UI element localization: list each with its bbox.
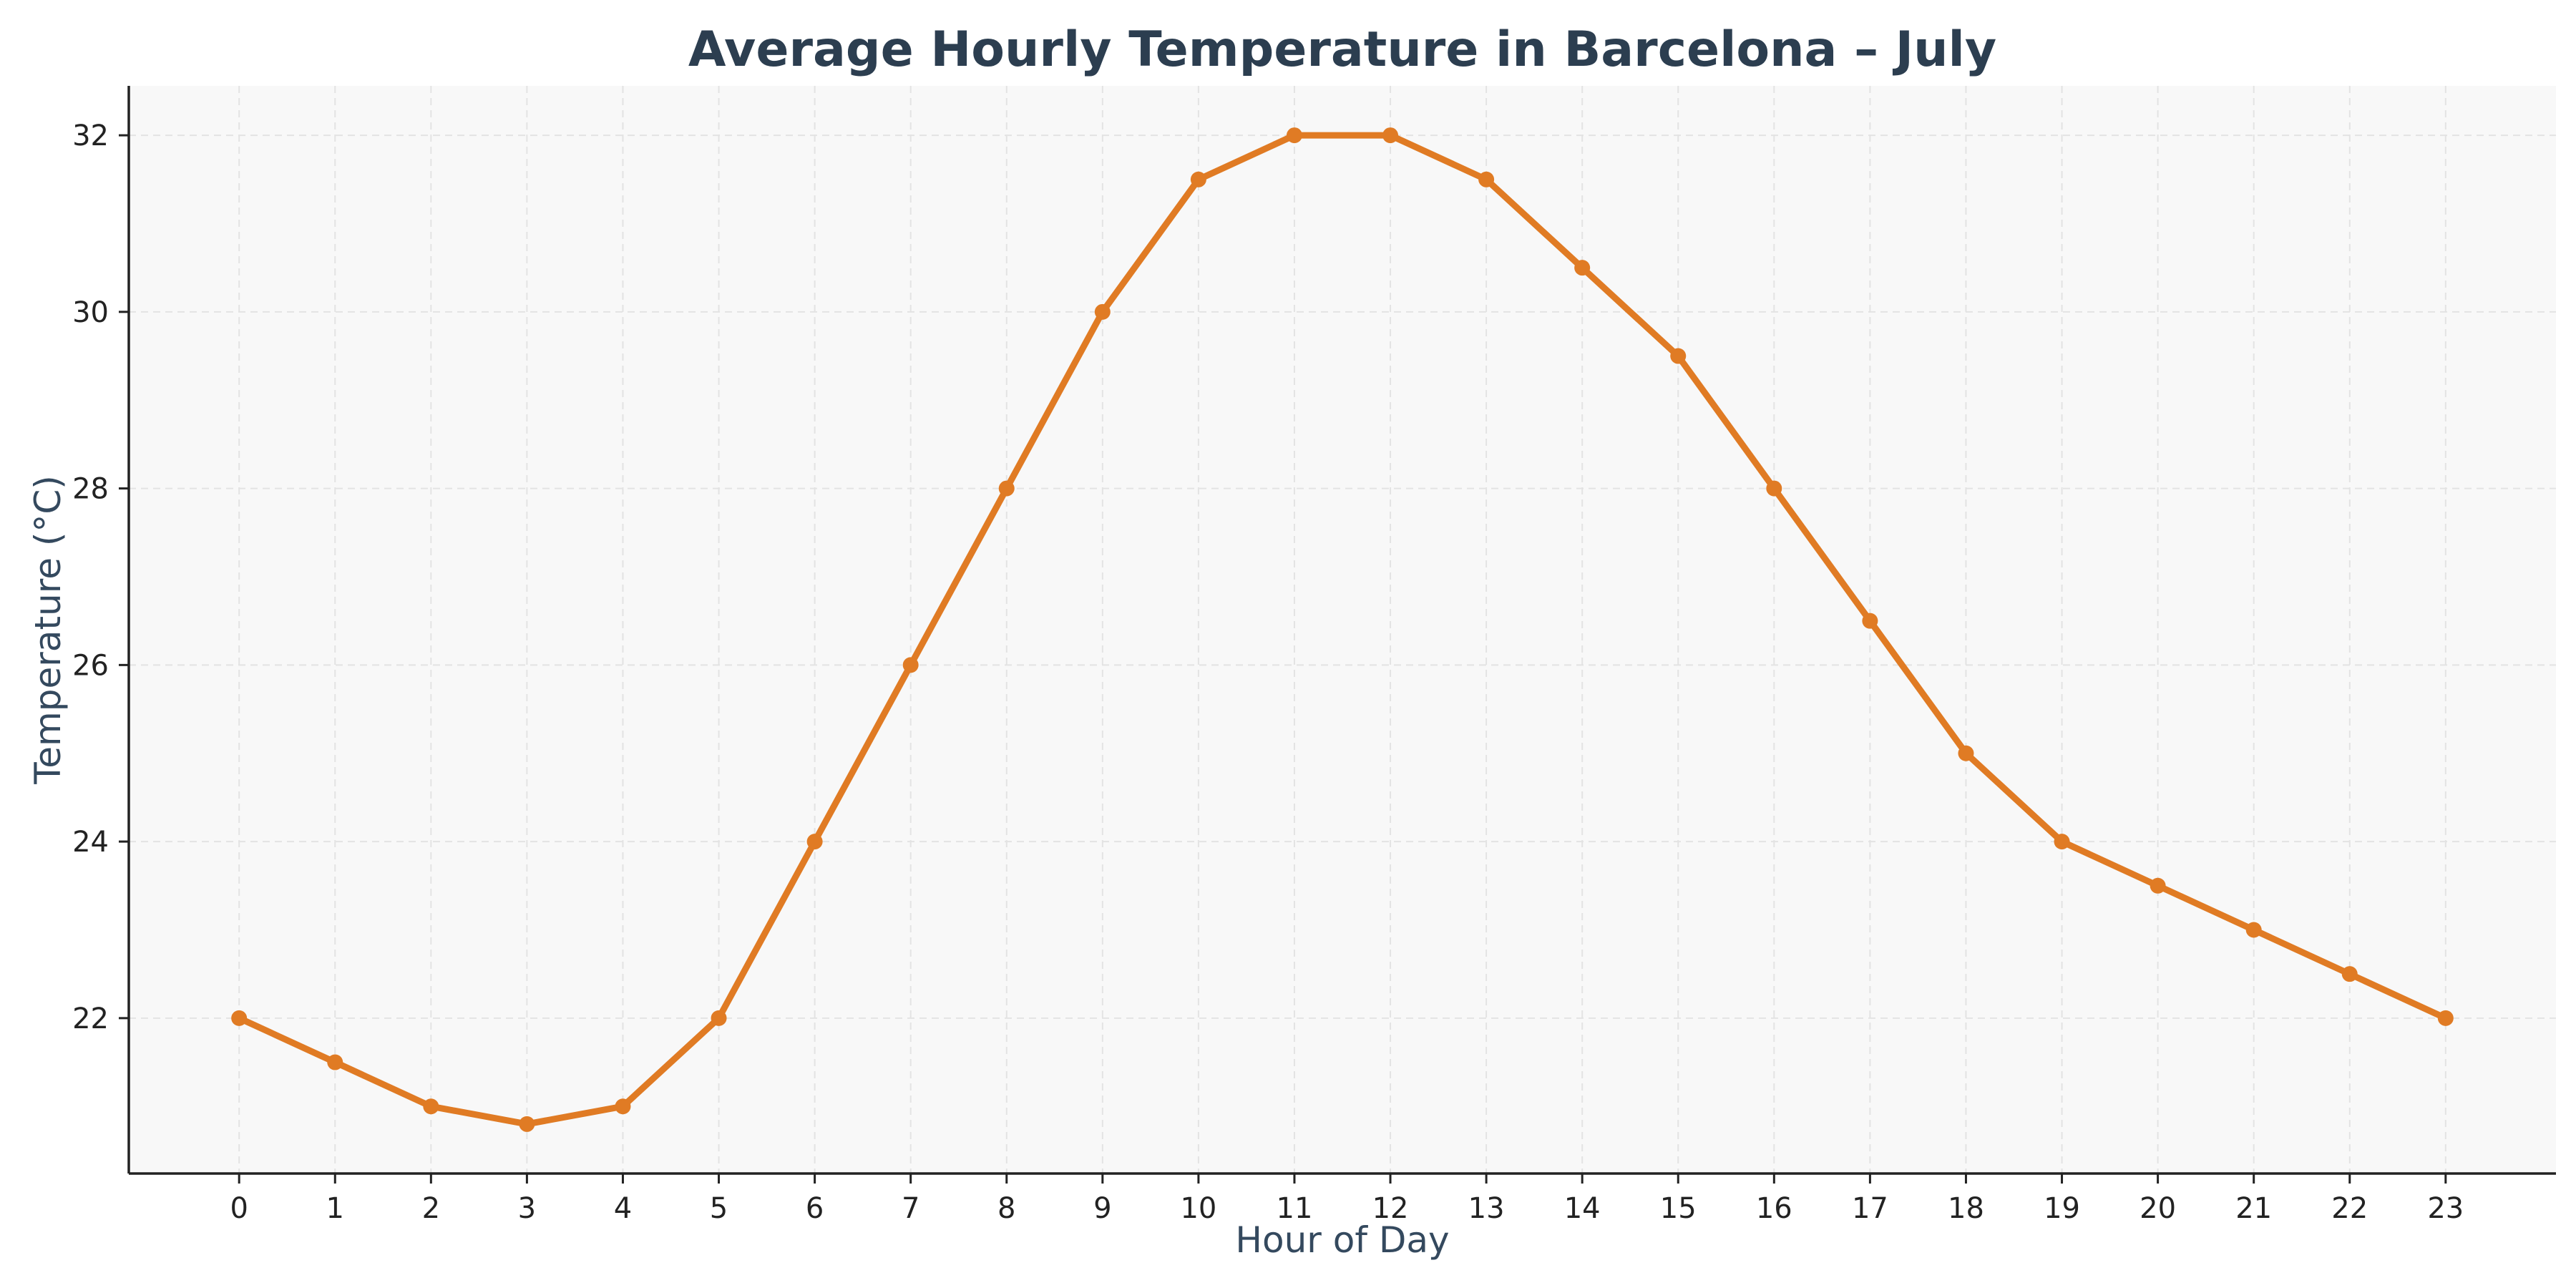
x-tick-label: 3 — [518, 1192, 536, 1225]
data-point — [1670, 348, 1687, 364]
x-tick-label: 0 — [230, 1192, 248, 1225]
data-point — [423, 1098, 439, 1115]
y-tick-label: 28 — [72, 473, 109, 506]
data-point — [1094, 303, 1111, 320]
data-point — [2150, 877, 2166, 894]
y-axis-label: Temperature (°C) — [27, 475, 69, 785]
data-point — [1382, 127, 1399, 144]
x-tick-label: 7 — [902, 1192, 919, 1225]
data-point — [1286, 127, 1302, 144]
data-point — [2341, 966, 2358, 982]
x-tick-label: 4 — [614, 1192, 632, 1225]
data-point — [1190, 171, 1206, 187]
y-tick-label: 30 — [72, 296, 109, 329]
series-line — [235, 132, 2449, 1128]
x-tick-label: 18 — [1948, 1192, 1984, 1225]
x-tick-label: 11 — [1277, 1192, 1313, 1225]
data-point — [1766, 480, 1782, 497]
data-point — [902, 657, 919, 673]
data-point — [1478, 171, 1495, 187]
data-point — [231, 1010, 248, 1026]
series — [231, 127, 2454, 1132]
x-tick-label: 8 — [997, 1192, 1015, 1225]
y-tick-label: 24 — [72, 826, 109, 859]
data-point — [711, 1010, 727, 1026]
grid-lines — [129, 86, 2556, 1174]
data-point — [998, 480, 1015, 497]
x-tick-label: 13 — [1468, 1192, 1505, 1225]
y-tick-label: 32 — [72, 119, 109, 152]
x-tick-label: 15 — [1660, 1192, 1697, 1225]
x-tick-label: 12 — [1372, 1192, 1409, 1225]
data-point — [806, 834, 823, 850]
x-tick-label: 21 — [2235, 1192, 2272, 1225]
x-tick-label: 5 — [710, 1192, 728, 1225]
data-point — [2245, 922, 2262, 938]
data-point — [519, 1116, 535, 1132]
plot-background — [129, 86, 2556, 1174]
y-tick-label: 26 — [72, 649, 109, 682]
data-point — [327, 1054, 343, 1070]
data-point — [1574, 260, 1591, 276]
data-point — [1958, 745, 1974, 761]
data-point — [1862, 613, 1878, 629]
y-tick-label: 22 — [72, 1002, 109, 1035]
x-tick-label: 20 — [2140, 1192, 2176, 1225]
x-tick-label: 6 — [806, 1192, 824, 1225]
x-tick-label: 19 — [2044, 1192, 2080, 1225]
x-tick-label: 2 — [422, 1192, 440, 1225]
x-tick-label: 1 — [326, 1192, 344, 1225]
axes — [127, 86, 2556, 1175]
data-point — [615, 1098, 631, 1115]
x-tick-label: 17 — [1852, 1192, 1888, 1225]
data-point — [2437, 1010, 2454, 1026]
x-tick-label: 10 — [1180, 1192, 1216, 1225]
x-tick-label: 16 — [1756, 1192, 1792, 1225]
x-tick-label: 22 — [2331, 1192, 2368, 1225]
x-tick-label: 14 — [1564, 1192, 1601, 1225]
chart-title: Average Hourly Temperature in Barcelona … — [688, 21, 1996, 78]
x-axis-ticks: 0 1 2 3 4 5 6 7 8 9 10 11 12 13 14 15 16 17 18 19 20 21 22 23 — [230, 1174, 2464, 1225]
x-axis-label: Hour of Day — [1235, 1219, 1449, 1261]
x-tick-label: 9 — [1093, 1192, 1111, 1225]
data-point — [2054, 834, 2070, 850]
y-axis-ticks: 22 24 26 28 30 32 — [72, 119, 129, 1035]
x-tick-label: 23 — [2427, 1192, 2464, 1225]
